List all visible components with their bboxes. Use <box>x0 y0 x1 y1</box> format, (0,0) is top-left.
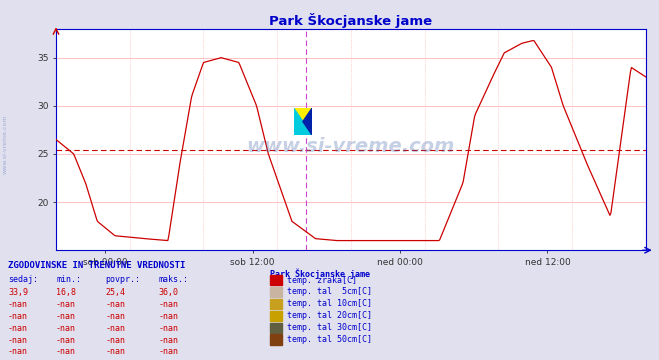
Polygon shape <box>294 108 312 135</box>
Text: temp. tal 30cm[C]: temp. tal 30cm[C] <box>287 323 372 332</box>
Text: 16,8: 16,8 <box>56 288 76 297</box>
Text: -nan: -nan <box>105 336 125 345</box>
Text: min.:: min.: <box>56 275 81 284</box>
Text: -nan: -nan <box>158 324 178 333</box>
Text: -nan: -nan <box>8 324 28 333</box>
Text: 36,0: 36,0 <box>158 288 178 297</box>
Text: -nan: -nan <box>105 347 125 356</box>
Text: www.si-vreme.com: www.si-vreme.com <box>3 114 8 174</box>
Text: temp. tal 20cm[C]: temp. tal 20cm[C] <box>287 311 372 320</box>
Text: ZGODOVINSKE IN TRENUTNE VREDNOSTI: ZGODOVINSKE IN TRENUTNE VREDNOSTI <box>8 261 185 270</box>
Text: -nan: -nan <box>56 324 76 333</box>
Text: 25,4: 25,4 <box>105 288 125 297</box>
Text: temp. tal  5cm[C]: temp. tal 5cm[C] <box>287 287 372 297</box>
Text: 33,9: 33,9 <box>8 288 28 297</box>
Text: povpr.:: povpr.: <box>105 275 140 284</box>
Text: Park Škocjanske jame: Park Škocjanske jame <box>270 268 370 279</box>
Title: Park Škocjanske jame: Park Škocjanske jame <box>270 13 432 28</box>
Text: -nan: -nan <box>105 312 125 321</box>
Text: -nan: -nan <box>158 300 178 309</box>
Text: temp. tal 50cm[C]: temp. tal 50cm[C] <box>287 335 372 344</box>
Text: maks.:: maks.: <box>158 275 188 284</box>
Text: -nan: -nan <box>56 347 76 356</box>
Text: -nan: -nan <box>158 336 178 345</box>
Text: -nan: -nan <box>56 300 76 309</box>
Polygon shape <box>303 108 312 135</box>
Text: temp. tal 10cm[C]: temp. tal 10cm[C] <box>287 300 372 308</box>
Text: -nan: -nan <box>56 312 76 321</box>
Text: -nan: -nan <box>8 336 28 345</box>
Text: -nan: -nan <box>8 347 28 356</box>
Polygon shape <box>294 108 312 135</box>
Text: -nan: -nan <box>8 312 28 321</box>
Text: -nan: -nan <box>105 324 125 333</box>
Text: -nan: -nan <box>56 336 76 345</box>
Text: -nan: -nan <box>158 347 178 356</box>
Text: -nan: -nan <box>158 312 178 321</box>
Text: www.si-vreme.com: www.si-vreme.com <box>246 137 455 156</box>
Text: sedaj:: sedaj: <box>8 275 38 284</box>
Text: temp. zraka[C]: temp. zraka[C] <box>287 276 357 284</box>
Text: -nan: -nan <box>8 300 28 309</box>
Text: -nan: -nan <box>105 300 125 309</box>
